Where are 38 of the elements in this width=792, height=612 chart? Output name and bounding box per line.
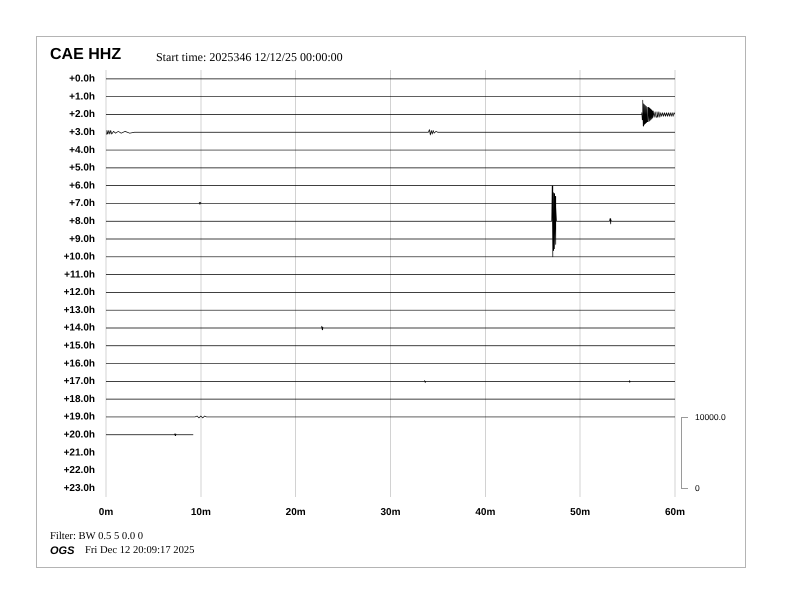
text: 10000.0 xyxy=(695,412,726,422)
text: 0 xyxy=(695,483,700,493)
y-tick-label: +21.0h xyxy=(64,447,95,458)
y-tick-label: +14.0h xyxy=(64,322,95,334)
y-tick-label: +6.0h xyxy=(69,180,95,192)
y-tick-label: +8.0h xyxy=(69,216,95,227)
y-tick-label: +18.0h xyxy=(64,394,95,405)
y-tick-label: +13.0h xyxy=(64,304,95,316)
text: Fri Dec 12 20:09:17 2025 xyxy=(85,545,194,557)
y-tick-label: +9.0h xyxy=(69,234,95,245)
y-tick-label: +15.0h xyxy=(64,340,95,352)
chart-title: CAE HHZ xyxy=(50,45,122,65)
y-tick-label: +20.0h xyxy=(64,429,95,440)
y-tick-label: +19.0h xyxy=(64,412,95,423)
y-tick-label: +0.0h xyxy=(69,74,95,85)
x-tick-label: 10m xyxy=(190,506,211,518)
y-tick-label: +7.0h xyxy=(69,198,95,210)
y-tick-label: +17.0h xyxy=(64,376,95,388)
x-tick-label: 20m xyxy=(286,506,306,518)
y-tick-label: +10.0h xyxy=(64,252,95,263)
y-tick-label: +5.0h xyxy=(69,162,95,174)
y-tick-label: +2.0h xyxy=(69,109,95,120)
chart-subtitle: Start time: 2025346 12/12/25 00:00:00 xyxy=(156,49,343,65)
x-tick-label: 30m xyxy=(380,506,401,518)
y-tick-label: +4.0h xyxy=(69,144,95,156)
y-tick-label: +3.0h xyxy=(69,127,95,138)
y-tick-label: +1.0h xyxy=(69,91,95,102)
text: OGS xyxy=(50,545,74,557)
y-tick-label: +11.0h xyxy=(64,269,95,280)
x-tick-label: 0m xyxy=(98,506,114,518)
x-tick-label: 40m xyxy=(475,506,496,518)
y-tick-label: +12.0h xyxy=(64,287,95,298)
y-tick-label: +16.0h xyxy=(64,358,95,370)
text: Filter: BW 0.5 5 0.0 0 xyxy=(50,530,144,542)
y-tick-label: +23.0h xyxy=(64,482,95,494)
x-tick-label: 60m xyxy=(664,506,686,518)
x-tick-label: 50m xyxy=(570,506,590,518)
y-tick-label: +22.0h xyxy=(64,465,95,476)
